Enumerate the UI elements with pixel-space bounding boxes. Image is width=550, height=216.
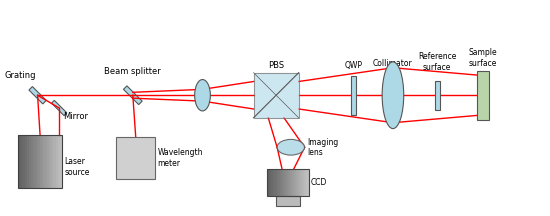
Text: Laser
source: Laser source (64, 157, 90, 177)
Bar (298, 169, 300, 196)
Bar (123, 86, 142, 105)
Text: Collimator: Collimator (373, 59, 413, 68)
Bar (477, 71, 489, 120)
Bar (282, 169, 284, 196)
Bar (116, 137, 156, 179)
Bar (34, 135, 36, 189)
Text: PBS: PBS (268, 61, 284, 70)
Bar (29, 87, 46, 104)
Bar (267, 169, 270, 196)
Bar (284, 169, 286, 196)
Text: Wavelength
meter: Wavelength meter (157, 148, 203, 168)
Bar (288, 169, 290, 196)
Bar (49, 135, 51, 189)
Bar (296, 169, 298, 196)
Bar (306, 169, 309, 196)
Text: Reference
surface: Reference surface (418, 52, 456, 72)
Bar (271, 169, 273, 196)
Bar (290, 169, 292, 196)
Bar (302, 169, 304, 196)
Bar (60, 135, 62, 189)
Bar (42, 135, 45, 189)
Bar (38, 135, 40, 189)
Bar (51, 135, 53, 189)
Bar (279, 169, 282, 196)
Bar (52, 100, 67, 116)
Bar (254, 73, 299, 118)
Bar (267, 169, 309, 196)
Bar (58, 135, 60, 189)
Ellipse shape (277, 139, 305, 155)
Bar (18, 135, 20, 189)
Bar (20, 135, 23, 189)
Bar (278, 169, 279, 196)
Text: Grating: Grating (4, 71, 36, 79)
Text: Mirror: Mirror (63, 112, 88, 121)
Bar (286, 169, 288, 196)
Bar (276, 196, 300, 206)
Bar (29, 135, 31, 189)
Bar (45, 135, 47, 189)
Text: CCD: CCD (311, 178, 327, 187)
Bar (23, 135, 25, 189)
Bar (292, 169, 294, 196)
Bar (47, 135, 49, 189)
Bar (53, 135, 56, 189)
Bar (27, 135, 29, 189)
Bar (294, 169, 296, 196)
Bar (36, 135, 38, 189)
Bar (434, 81, 439, 110)
Ellipse shape (195, 79, 210, 111)
Bar (276, 169, 278, 196)
Bar (270, 169, 271, 196)
Ellipse shape (382, 62, 404, 129)
Bar (351, 76, 356, 115)
Text: Sample
surface: Sample surface (469, 48, 498, 68)
Bar (304, 169, 306, 196)
Bar (25, 135, 27, 189)
Bar (18, 135, 62, 189)
Text: Imaging
lens: Imaging lens (307, 138, 339, 157)
Bar (273, 169, 276, 196)
Bar (40, 135, 42, 189)
Bar (300, 169, 302, 196)
Bar (56, 135, 58, 189)
Text: QWP: QWP (345, 61, 362, 70)
Bar (31, 135, 34, 189)
Text: Beam splitter: Beam splitter (104, 67, 161, 76)
